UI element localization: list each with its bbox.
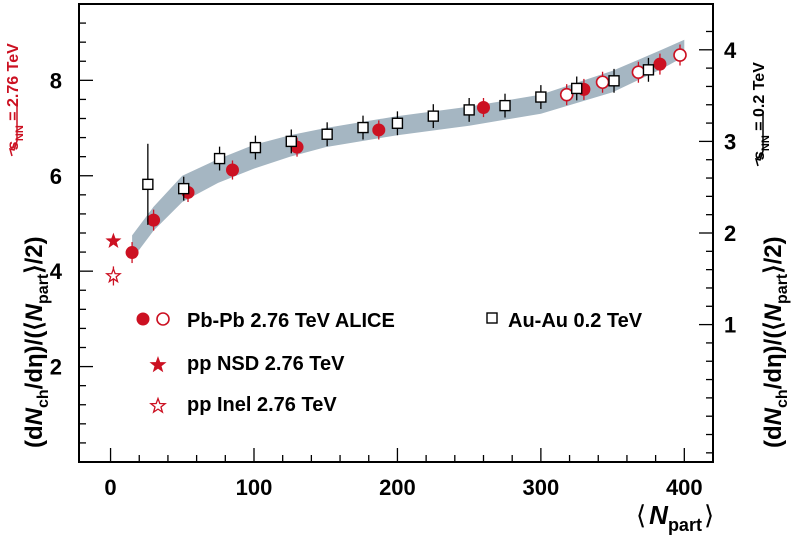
marker-square-open <box>178 182 190 195</box>
marker-square-open <box>249 141 262 154</box>
marker-square-open <box>321 128 333 140</box>
y-right-tick-label: 3 <box>724 129 736 154</box>
y-left-tick-label: 8 <box>50 68 62 93</box>
marker-circle-filled <box>225 163 239 177</box>
x-axis-title: ⟨ Npart⟩ <box>636 500 714 535</box>
energy-label-right: sNN = 0.2 TeV <box>751 62 772 167</box>
data-point-square-open <box>357 115 369 140</box>
legend-marker-pbpb <box>136 312 170 326</box>
marker-square-open <box>642 64 655 76</box>
marker-square-open <box>571 82 583 95</box>
data-point-square-open <box>142 143 154 225</box>
marker-square-open <box>213 152 226 165</box>
legend-marker-auau <box>486 312 498 324</box>
data-point-square-open <box>391 111 404 136</box>
y-right-tick-label: 4 <box>724 38 737 63</box>
data-point-square-open <box>321 122 333 147</box>
data-point-square-open <box>249 135 262 160</box>
data-point-square-open <box>499 93 511 118</box>
marker-circle-open <box>595 75 610 90</box>
marker-square-open <box>608 75 620 87</box>
energy-label-left: sNN = 2.76 TeV <box>5 43 26 157</box>
data-point-square-open <box>463 97 475 122</box>
band-layer <box>132 39 685 260</box>
marker-circle-filled <box>653 57 667 71</box>
svg-text:sNN = 2.76 TeV: sNN = 2.76 TeV <box>5 43 26 150</box>
legend: Pb-Pb 2.76 TeV ALICE Au-Au 0.2 TeV pp NS… <box>136 310 643 416</box>
y-right-tick-label: 2 <box>724 221 736 246</box>
legend-label-ppnsd: pp NSD 2.76 TeV <box>187 353 345 375</box>
marker-star-filled <box>105 232 122 248</box>
x-tick-label: 200 <box>379 475 416 500</box>
data-point-circle-filled <box>225 160 239 180</box>
marker-circle-open <box>559 87 574 102</box>
y-right-tick-label: 1 <box>724 313 736 338</box>
tick-layer: 0 100 200 300 400 2 4 6 8 1 2 3 4 <box>50 22 737 500</box>
data-point-star-open <box>104 266 122 286</box>
point-layer <box>104 44 687 286</box>
marker-square-open <box>142 178 154 191</box>
data-point-circle-open <box>559 84 574 106</box>
data-point-circle-filled <box>476 97 490 118</box>
sqrt-sign-right <box>754 112 764 167</box>
legend-label-auau: Au-Au 0.2 TeV <box>508 310 643 332</box>
data-point-circle-filled <box>147 209 161 231</box>
marker-square-open <box>499 99 511 112</box>
svg-text:sNN = 0.2 TeV: sNN = 0.2 TeV <box>751 62 772 160</box>
data-point-square-open <box>427 104 439 129</box>
legend-marker-ppnsd <box>149 356 167 373</box>
data-point-square-open <box>642 57 655 82</box>
data-point-star-filled <box>105 232 122 248</box>
x-tick-label: 100 <box>236 475 273 500</box>
y-left-tick-label: 6 <box>50 164 62 189</box>
data-point-circle-filled <box>372 120 386 140</box>
data-point-circle-open <box>673 44 687 66</box>
data-point-square-open <box>213 146 226 171</box>
y-axis-left-title: (dNch/dη)/(⟨Npart⟩/2) <box>21 236 52 448</box>
data-point-square-open <box>535 85 547 109</box>
legend-label-pbpb: Pb-Pb 2.76 TeV ALICE <box>187 310 395 332</box>
data-point-square-open <box>285 129 297 154</box>
x-tick-label: 0 <box>104 475 116 500</box>
marker-circle-filled <box>125 246 139 260</box>
marker-square-open <box>427 110 439 122</box>
data-point-square-open <box>178 176 190 201</box>
marker-star-open <box>104 267 122 284</box>
marker-circle-open <box>673 48 687 62</box>
data-point-circle-filled <box>125 242 139 264</box>
y-left-tick-label: 2 <box>50 355 62 380</box>
legend-marker-ppinel <box>149 396 167 414</box>
y-axis-right-title: (dNch/dη)/(⟨Npart⟩/2) <box>760 236 791 448</box>
marker-square-open <box>463 104 475 116</box>
x-tick-label: 300 <box>523 475 560 500</box>
marker-square-open <box>285 135 297 148</box>
marker-circle-filled <box>147 213 161 227</box>
marker-circle-filled <box>476 101 490 115</box>
marker-circle-open <box>631 65 646 80</box>
legend-label-ppinel: pp Inel 2.76 TeV <box>187 394 337 416</box>
data-point-square-open <box>608 68 620 93</box>
data-point-square-open <box>571 76 583 101</box>
model-band <box>132 39 685 260</box>
sqrt-sign-left <box>8 100 18 157</box>
marker-square-open <box>535 91 547 103</box>
marker-square-open <box>391 117 404 129</box>
marker-square-open <box>357 121 369 134</box>
marker-circle-filled <box>372 123 386 137</box>
data-point-circle-filled <box>653 53 667 75</box>
y-left-tick-label: 4 <box>50 259 63 284</box>
x-tick-label: 400 <box>666 475 703 500</box>
